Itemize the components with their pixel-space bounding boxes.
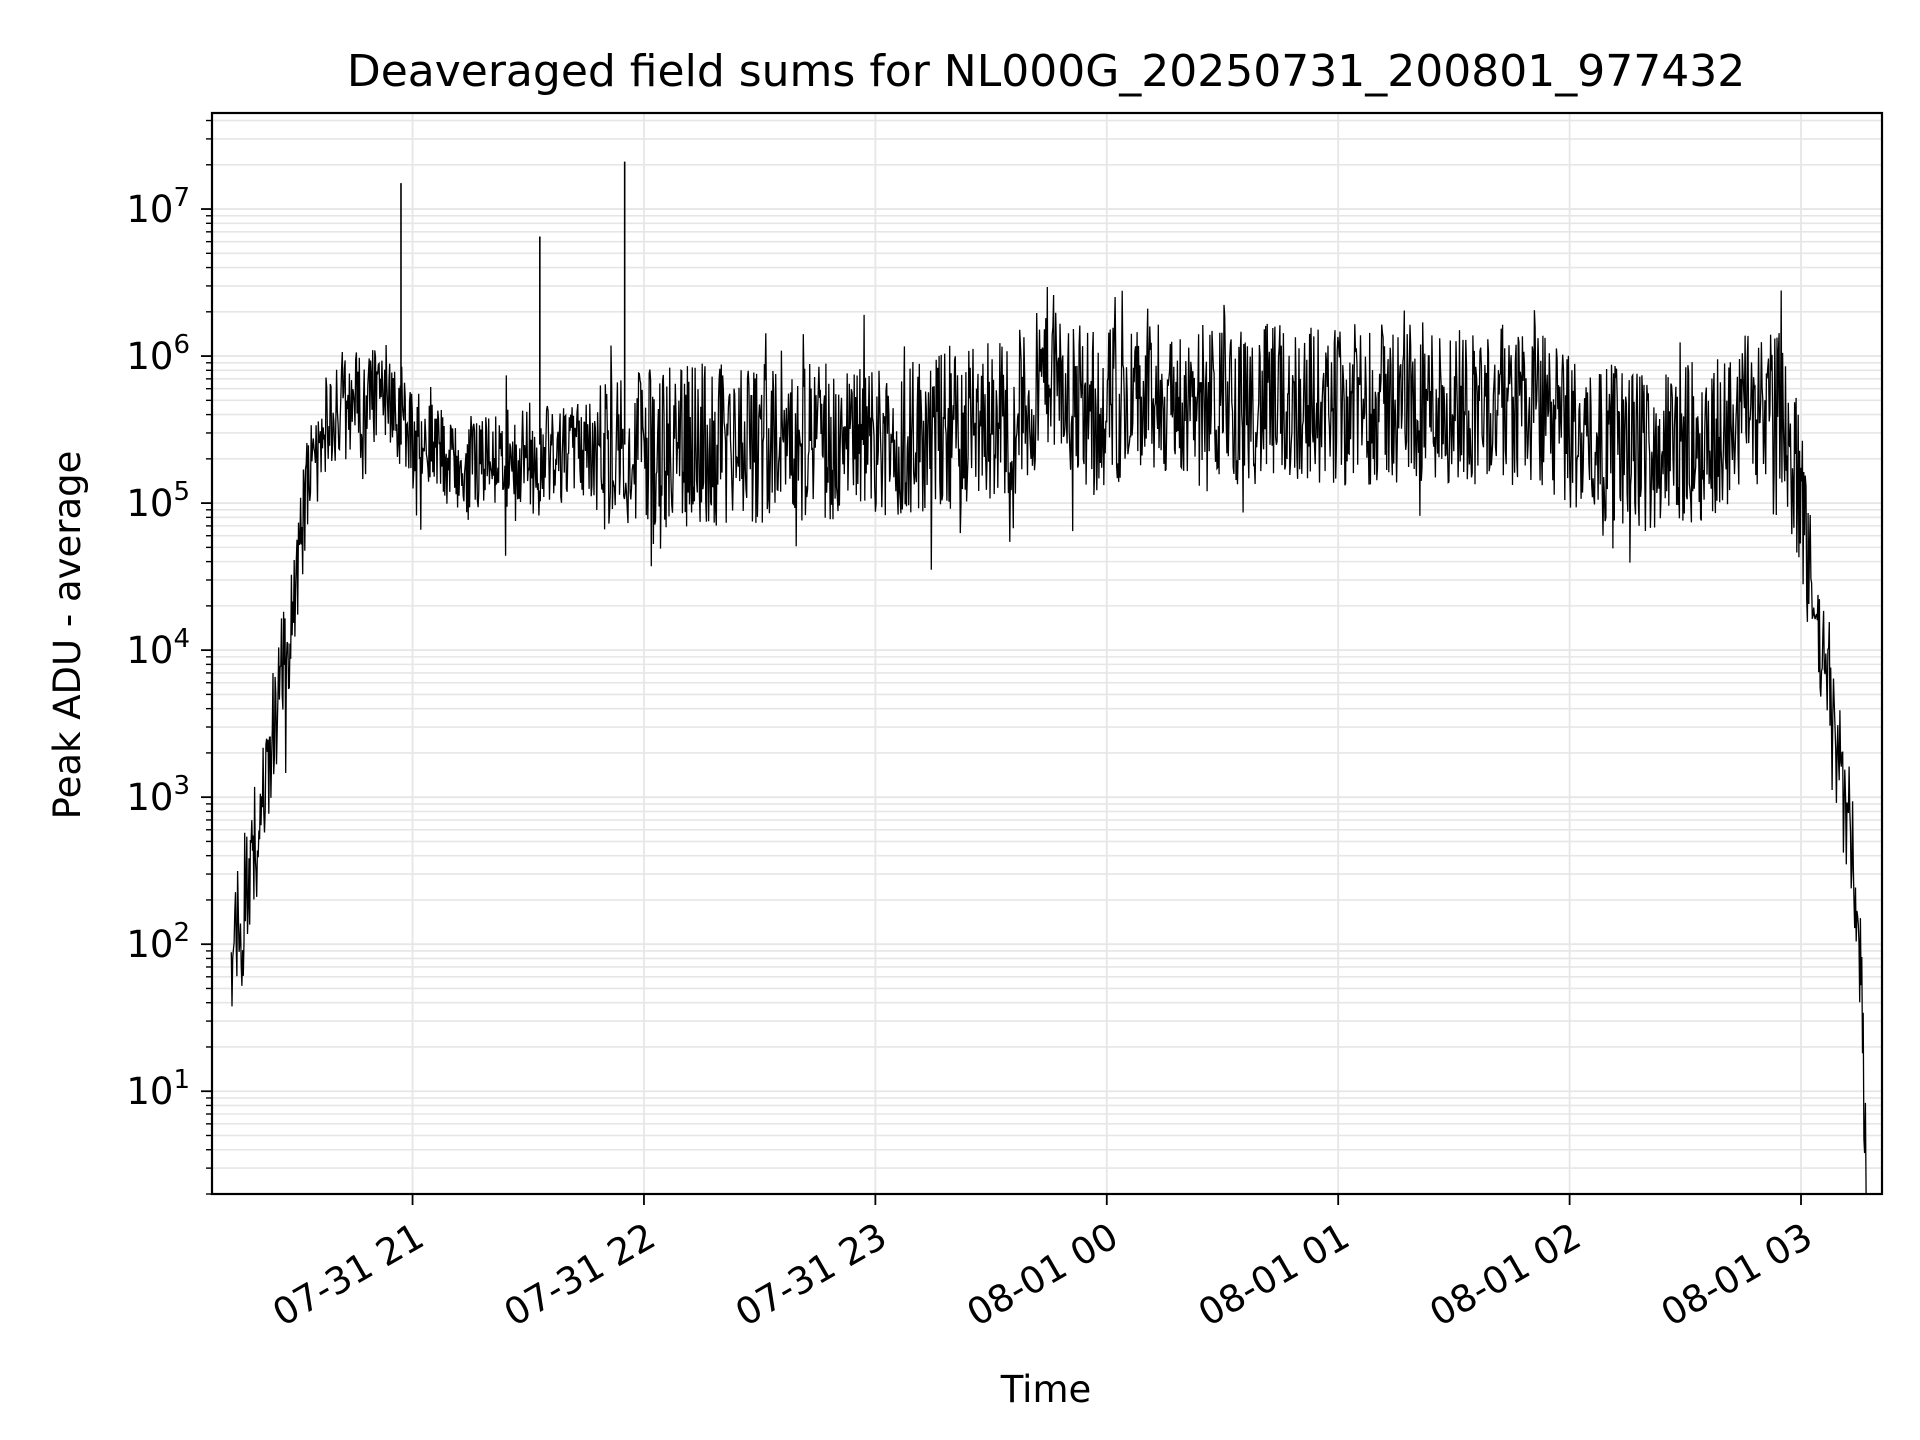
grid	[212, 113, 1882, 1195]
y-tick-label: 106	[126, 330, 190, 378]
y-tick-label: 107	[126, 183, 190, 231]
y-axis-label: Peak ADU - average	[46, 451, 89, 820]
y-tick-label: 103	[126, 771, 190, 819]
x-axis-label: Time	[1000, 1368, 1092, 1411]
y-tick-label: 105	[126, 477, 190, 525]
plot-frame	[210, 111, 1884, 1196]
y-tick-label: 101	[126, 1065, 190, 1113]
y-tick-label: 102	[126, 918, 190, 966]
y-tick-label: 104	[126, 624, 190, 672]
data-layer	[230, 161, 1867, 1195]
chart-title: Deaveraged field sums for NL000G_2025073…	[347, 46, 1745, 97]
series-line	[230, 286, 1867, 1195]
